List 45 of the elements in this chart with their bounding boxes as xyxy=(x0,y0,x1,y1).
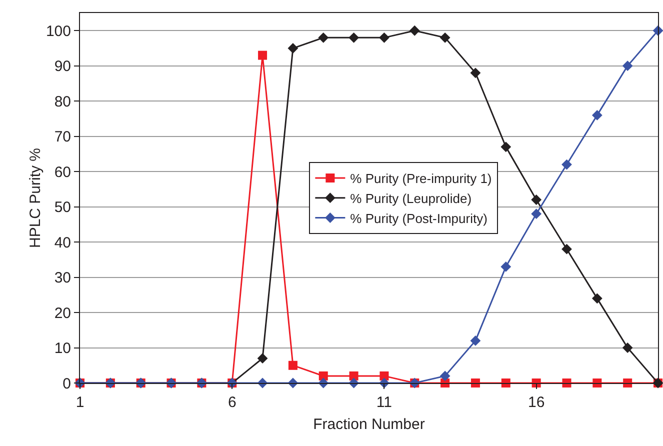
point xyxy=(258,50,268,60)
point xyxy=(288,360,298,370)
y-tick-label: 100 xyxy=(46,22,71,40)
x-axis-title: Fraction Number xyxy=(313,416,425,433)
y-tick-label: 90 xyxy=(54,58,71,76)
y-tick-label: 50 xyxy=(54,199,71,216)
point xyxy=(500,142,512,152)
point xyxy=(592,110,602,120)
point xyxy=(531,208,542,220)
point xyxy=(257,353,268,364)
point xyxy=(318,32,329,43)
legend-label: % Purity (Leuprolide) xyxy=(350,190,472,206)
y-tick-label: 70 xyxy=(54,128,71,146)
y-axis-title: HPLC Purity % xyxy=(27,148,44,248)
point xyxy=(622,60,633,72)
point xyxy=(622,342,633,353)
point xyxy=(470,336,481,346)
x-tick-label: 16 xyxy=(528,394,545,411)
point xyxy=(379,32,390,43)
y-tick-label: 40 xyxy=(54,234,71,252)
x-tick-label: 11 xyxy=(376,394,392,411)
x-tick-label: 1 xyxy=(76,394,84,411)
point xyxy=(380,371,389,380)
legend-label: % Purity (Pre-impurity 1) xyxy=(350,171,492,186)
point xyxy=(349,371,358,380)
point xyxy=(470,68,481,78)
point xyxy=(592,293,602,304)
point xyxy=(500,262,512,272)
point xyxy=(531,194,542,205)
x-tick-label: 6 xyxy=(228,394,236,411)
y-tick-label: 80 xyxy=(54,93,71,110)
point xyxy=(348,32,359,43)
y-tick-label: 30 xyxy=(54,270,71,287)
point xyxy=(562,244,572,254)
point xyxy=(318,371,328,380)
legend-label: % Purity (Post-Impurity) xyxy=(350,210,488,226)
y-tick-label: 20 xyxy=(54,304,71,322)
point xyxy=(409,25,420,36)
point xyxy=(288,43,298,54)
y-tick-label: 60 xyxy=(54,164,71,181)
y-tick-label: 0 xyxy=(62,375,71,392)
y-tick-label: 10 xyxy=(54,340,71,358)
point xyxy=(562,159,572,170)
point xyxy=(440,370,450,382)
point xyxy=(440,32,450,43)
